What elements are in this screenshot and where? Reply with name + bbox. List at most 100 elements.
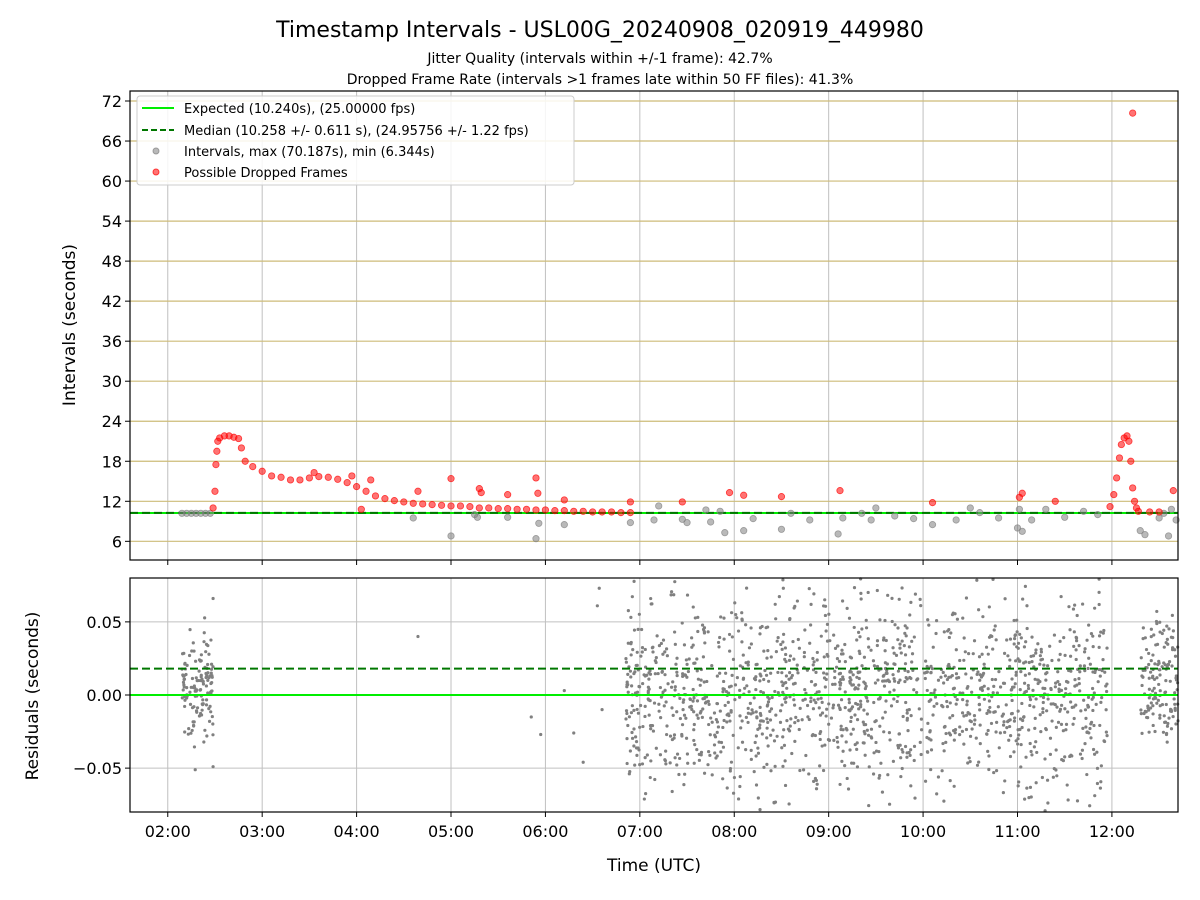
- residual-point-1364: [940, 769, 944, 773]
- residual-point-393: [795, 663, 799, 667]
- residual-point-1403: [1045, 670, 1049, 675]
- residual-point-1681: [1139, 708, 1143, 712]
- residual-point-727: [796, 719, 800, 723]
- residual-point-1386: [730, 673, 734, 677]
- legend-intervals-label: Intervals, max (70.187s), min (6.344s): [184, 145, 435, 160]
- residual-point-1739: [600, 708, 604, 712]
- residual-point-1343: [693, 661, 697, 665]
- residual-point-369: [949, 631, 953, 635]
- residual-point-1034: [710, 663, 714, 668]
- residual-point-824: [708, 733, 712, 737]
- dropped-frame-point-70: [836, 487, 844, 495]
- residual-point-15: [209, 671, 213, 675]
- residual-point-804: [954, 702, 958, 706]
- residual-point-1542: [1080, 756, 1084, 761]
- residual-point-118: [189, 731, 193, 735]
- residual-point-1434: [741, 676, 746, 680]
- dropped-frame-point-19: [315, 473, 323, 481]
- residual-point-223: [1008, 664, 1012, 669]
- residual-point-1389: [929, 671, 933, 675]
- residual-point-743: [795, 599, 799, 603]
- residual-point-1657: [1169, 727, 1174, 731]
- residual-point-28: [205, 734, 209, 738]
- residual-point-1546: [1072, 716, 1076, 721]
- dropped-frame-point-17: [296, 476, 304, 484]
- residual-point-534: [962, 636, 966, 640]
- interval-point-25: [749, 515, 757, 523]
- residual-point-134: [678, 716, 682, 721]
- residual-point-579: [766, 744, 770, 748]
- residual-point-96: [190, 728, 194, 733]
- residual-point-666: [884, 699, 888, 703]
- residual-point-1001: [702, 680, 706, 684]
- residual-point-1163: [1084, 725, 1088, 729]
- residual-point-1479: [864, 684, 868, 688]
- residual-point-1176: [722, 687, 726, 691]
- residuals-xtick-label-0: 02:00: [145, 822, 191, 841]
- dropped-frame-point-46: [570, 507, 578, 515]
- residual-point-296: [662, 704, 666, 708]
- dropped-frame-point-29: [409, 499, 417, 507]
- residual-point-1531: [783, 759, 787, 763]
- dropped-frame-point-57: [414, 487, 422, 495]
- residual-point-886: [978, 723, 982, 727]
- residual-point-116: [193, 659, 198, 663]
- residual-point-126: [195, 678, 199, 683]
- residual-point-1023: [1018, 632, 1022, 637]
- residual-point-1377: [1014, 670, 1018, 674]
- residual-point-1385: [849, 719, 853, 724]
- residual-point-1472: [672, 593, 676, 597]
- residual-point-85: [187, 653, 192, 658]
- residual-point-341: [626, 609, 630, 613]
- interval-point-21: [707, 518, 715, 526]
- residual-point-1083: [1052, 766, 1056, 771]
- residual-point-794: [722, 718, 726, 723]
- residual-point-233: [684, 716, 688, 720]
- residual-point-832: [831, 682, 835, 686]
- residual-point-416: [876, 678, 880, 682]
- residual-point-1193: [695, 747, 699, 752]
- residual-point-899: [1064, 687, 1068, 691]
- dropped-frame-point-55: [367, 476, 375, 484]
- residual-point-372: [834, 665, 839, 669]
- residuals-xtick-label-4: 06:00: [522, 822, 568, 841]
- residual-point-1675: [1164, 731, 1169, 736]
- residual-point-925: [1034, 651, 1038, 655]
- residual-point-370: [852, 585, 857, 590]
- residual-point-975: [746, 711, 750, 715]
- residual-point-1217: [633, 670, 637, 674]
- residual-point-1545: [825, 652, 829, 657]
- residual-point-1457: [909, 714, 913, 718]
- legend-dropped-label: Possible Dropped Frames: [184, 166, 348, 181]
- residual-point-814: [852, 625, 856, 630]
- intervals-ytick-label-11: 72: [102, 92, 122, 111]
- residual-point-1732: [529, 715, 533, 719]
- residual-point-1459: [826, 738, 831, 742]
- residual-point-588: [1041, 686, 1045, 690]
- residual-point-329: [641, 681, 645, 686]
- residual-point-1331: [1048, 752, 1053, 756]
- residual-point-1005: [1057, 687, 1061, 691]
- residual-point-434: [878, 724, 882, 728]
- residual-point-802: [928, 730, 932, 734]
- residual-point-1616: [1152, 633, 1156, 637]
- residual-point-366: [819, 634, 823, 638]
- residual-point-1692: [1146, 706, 1150, 710]
- residual-point-915: [903, 662, 908, 666]
- residual-point-1711: [1160, 631, 1164, 636]
- residual-point-1140: [752, 696, 756, 700]
- residual-point-1095: [713, 751, 717, 755]
- residual-point-79: [198, 688, 202, 692]
- residual-point-607: [992, 684, 996, 688]
- residual-point-1482: [695, 713, 699, 717]
- residual-point-201: [740, 640, 744, 644]
- residual-point-246: [781, 690, 785, 694]
- residual-point-379: [964, 672, 968, 676]
- residual-point-670: [829, 716, 834, 720]
- residual-point-513: [1097, 590, 1101, 594]
- residual-point-401: [923, 779, 928, 783]
- residual-point-716: [887, 802, 892, 806]
- residual-point-1516: [1007, 719, 1011, 723]
- residual-point-470: [643, 756, 647, 760]
